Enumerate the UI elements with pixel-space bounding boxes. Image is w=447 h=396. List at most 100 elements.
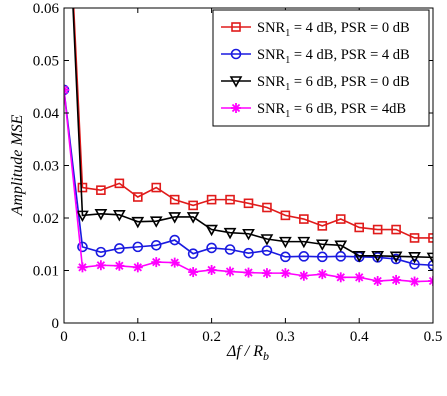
data-point-star (64, 84, 69, 95)
data-point-triangle (426, 252, 433, 265)
data-point-star (409, 276, 420, 287)
data-point-circle (169, 234, 180, 246)
data-point-square (77, 182, 88, 193)
data-point-triangle (229, 76, 243, 88)
data-point-square (391, 224, 401, 235)
y-tick-label: 0.04 (33, 106, 60, 122)
data-point-square (299, 214, 309, 224)
data-point-circle (206, 242, 217, 254)
data-point-square (354, 222, 365, 233)
series-3 (72, 8, 433, 265)
legend-label: SNR1 = 4 dB, PSR = 4 dB (257, 47, 410, 66)
legend: SNR1 = 4 dB, PSR = 0 dB SNR1 = 4 dB, PSR … (212, 9, 430, 127)
legend-label: SNR1 = 4 dB, PSR = 0 dB (257, 20, 410, 39)
data-point-circle (280, 251, 291, 263)
data-point-star (169, 257, 180, 268)
data-point-star (372, 276, 383, 286)
data-point-square (188, 200, 198, 211)
data-point-star (354, 272, 365, 283)
data-point-square (114, 178, 125, 189)
data-point-star (335, 272, 346, 283)
data-point-star (317, 269, 328, 280)
x-axis-label: Δf / Rb (226, 343, 269, 363)
data-point-circle (150, 240, 162, 251)
data-point-triangle (186, 212, 200, 224)
data-point-circle (187, 248, 199, 259)
data-point-star (225, 266, 236, 277)
y-tick-label: 0.03 (33, 159, 59, 175)
data-point-star (114, 260, 125, 271)
y-tick-label: 0.06 (33, 1, 60, 17)
data-point-square (280, 210, 291, 221)
series-1 (72, 8, 433, 243)
data-point-triangle (297, 236, 311, 249)
y-tick-label: 0.05 (33, 54, 59, 70)
data-point-star (188, 267, 199, 278)
legend-box (212, 9, 430, 127)
data-point-triangle (279, 236, 292, 249)
data-point-triangle (76, 210, 89, 223)
series-line (64, 89, 433, 267)
data-point-square (225, 194, 235, 205)
data-point-circle (298, 251, 310, 262)
data-point-triangle (371, 251, 385, 263)
data-point-square (151, 182, 162, 193)
series-line (72, 8, 433, 239)
data-point-square (372, 224, 383, 235)
legend-item: SNR1 = 6 dB, PSR = 4dB (221, 101, 406, 120)
x-tick-label: 0 (60, 329, 68, 345)
legend-item: SNR1 = 4 dB, PSR = 0 dB (221, 20, 410, 39)
x-axis: 0 0.1 0.2 0.3 0.4 0.5 (60, 8, 442, 345)
series-layer (64, 8, 433, 287)
legend-label: SNR1 = 6 dB, PSR = 0 dB (257, 74, 410, 93)
data-point-square (96, 185, 106, 195)
legend-item: SNR1 = 4 dB, PSR = 4 dB (221, 47, 410, 66)
data-point-square (428, 233, 433, 243)
legend-item: SNR1 = 6 dB, PSR = 0 dB (221, 74, 410, 93)
x-tick-label: 0.4 (350, 329, 369, 345)
data-point-triangle (131, 216, 145, 229)
data-point-triangle (168, 212, 182, 224)
data-point-circle (409, 258, 420, 270)
data-point-triangle (389, 251, 403, 263)
data-point-star (428, 276, 433, 286)
x-tick-label: 0.2 (202, 329, 221, 345)
data-point-circle (390, 253, 402, 265)
data-point-star (298, 270, 309, 281)
svg-text:Δf / Rb: Δf / Rb (226, 343, 269, 363)
data-point-triangle (315, 239, 329, 251)
data-point-circle (77, 241, 88, 253)
data-point-square (169, 194, 180, 205)
data-point-star (243, 267, 254, 278)
data-point-triangle (242, 228, 255, 241)
data-point-square (262, 202, 272, 213)
y-tick-label: 0.02 (33, 211, 59, 227)
data-point-circle (132, 241, 144, 253)
data-point-star (231, 103, 241, 113)
data-point-triangle (112, 210, 126, 222)
data-point-square (133, 192, 143, 202)
data-point-square (335, 214, 346, 224)
y-axis: 0 0.01 0.02 0.03 0.04 0.05 0.06 (33, 1, 433, 332)
data-point-star (206, 264, 217, 275)
data-point-circle (243, 247, 254, 259)
legend-label: SNR1 = 6 dB, PSR = 4dB (257, 101, 406, 120)
data-point-circle (95, 246, 107, 258)
data-point-star (151, 257, 162, 268)
data-point-star (391, 274, 402, 285)
data-point-square (317, 221, 328, 231)
data-point-square (409, 233, 420, 243)
data-point-circle (427, 259, 433, 271)
data-point-triangle (260, 234, 274, 246)
data-point-circle (261, 245, 273, 256)
x-tick-label: 0.5 (424, 329, 443, 345)
data-point-star (261, 268, 272, 279)
data-point-circle (316, 251, 328, 263)
series-4 (64, 84, 433, 287)
data-point-square (231, 22, 241, 32)
series-line (72, 8, 433, 259)
data-point-circle (114, 243, 125, 254)
data-point-triangle (352, 251, 366, 263)
data-point-triangle (205, 224, 218, 237)
